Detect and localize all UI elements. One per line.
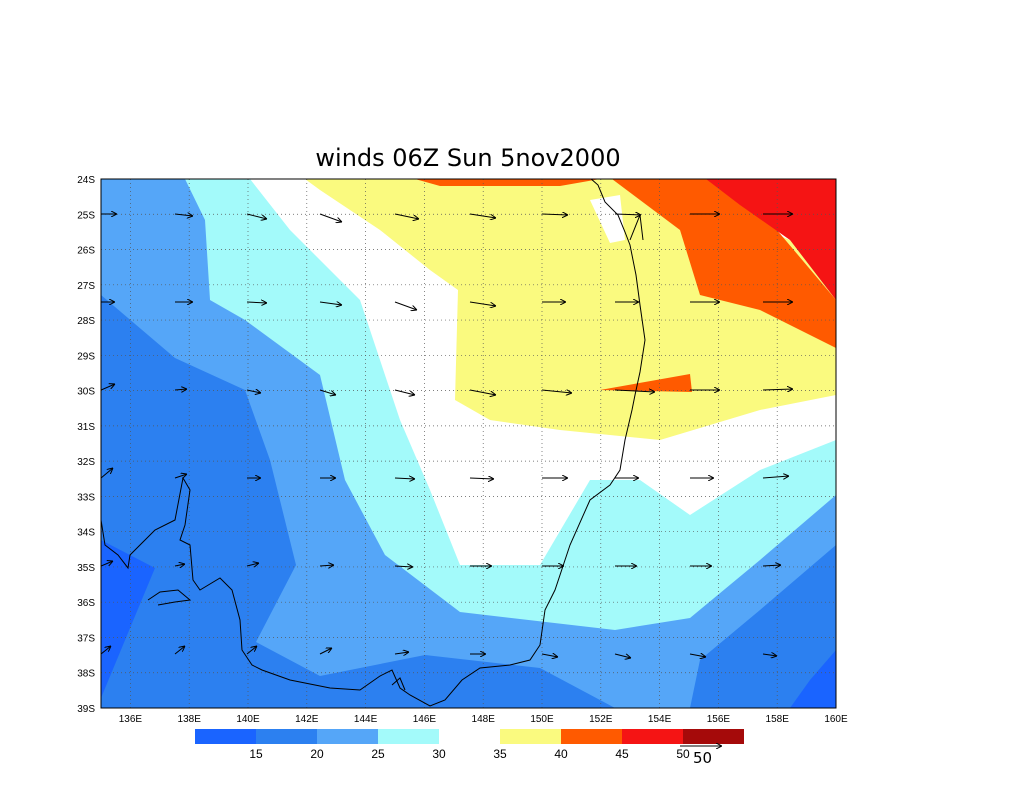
colorbar-label: 15: [249, 747, 263, 761]
colorbar-swatch: [195, 729, 256, 744]
lat-tick-label: 36S: [77, 598, 95, 609]
wind-vector: [762, 565, 781, 566]
lon-tick-label: 152E: [589, 714, 613, 725]
lon-tick-label: 146E: [413, 714, 437, 725]
lat-tick-label: 39S: [77, 704, 95, 715]
map-frame: [100, 178, 837, 709]
wind-vector: [614, 390, 655, 392]
lat-tick-label: 26S: [77, 246, 95, 257]
wind-vector: [319, 213, 342, 222]
colorbar-swatch: [439, 729, 500, 744]
reference-vector: 50: [680, 746, 722, 767]
lat-tick-label: 33S: [77, 492, 95, 503]
colorbar-label: 45: [615, 747, 629, 761]
colorbar-swatch: [683, 729, 744, 744]
reference-vector-label: 50: [693, 749, 712, 767]
wind-vector: [762, 476, 789, 478]
wind-vectors: [101, 214, 793, 658]
lon-tick-label: 144E: [354, 714, 378, 725]
wind-vector: [394, 301, 417, 310]
lon-tick-label: 140E: [236, 714, 260, 725]
colorbar-label: 30: [432, 747, 446, 761]
wind-vector: [394, 478, 415, 479]
wind-vector: [614, 653, 631, 658]
lat-tick-label: 38S: [77, 669, 95, 680]
lat-tick-label: 31S: [77, 422, 95, 433]
lon-tick-label: 136E: [119, 714, 143, 725]
wind-vector: [319, 389, 336, 395]
wind-vector: [319, 302, 342, 305]
lat-tick-label: 28S: [77, 316, 95, 327]
colorbar-label: 50: [676, 747, 690, 761]
wind-vector: [101, 468, 113, 479]
wind-speed-field: [101, 179, 836, 708]
lat-tick-label: 35S: [77, 563, 95, 574]
wind-vector: [762, 389, 793, 390]
wind-vector: [541, 390, 572, 393]
wind-vector: [174, 389, 187, 390]
wind-vector: [174, 564, 185, 566]
lon-tick-label: 158E: [766, 714, 790, 725]
colorbar-swatch: [256, 729, 317, 744]
colorbar-swatch: [317, 729, 378, 744]
map-title: winds 06Z Sun 5nov2000: [315, 144, 620, 172]
wind-vector: [394, 389, 415, 395]
wind-vector: [394, 652, 409, 654]
wind-vector: [614, 214, 641, 215]
lon-tick-label: 148E: [472, 714, 496, 725]
colorbar-swatch: [378, 729, 439, 744]
wind-vector: [246, 390, 261, 393]
wind-vector: [246, 563, 259, 566]
lon-tick-label: 154E: [648, 714, 672, 725]
wind-vector: [319, 648, 332, 655]
lon-tick-label: 156E: [707, 714, 731, 725]
colorbar-swatch: [561, 729, 622, 744]
wind-vector: [174, 214, 193, 216]
wind-vector: [689, 654, 706, 657]
wind-vector: [541, 214, 568, 215]
lat-tick-label: 29S: [77, 351, 95, 362]
colorbar-label: 35: [493, 747, 507, 761]
lat-tick-label: 25S: [77, 210, 95, 221]
wind-vector: [319, 565, 334, 566]
wind-vector: [174, 646, 185, 655]
wind-vector: [469, 389, 496, 395]
colorbar-swatch: [500, 729, 561, 744]
colorbar-label: 20: [310, 747, 324, 761]
latitude-labels: 24S 25S 26S 27S 28S 29S 30S 31S 32S 33S 34S 35S 36S 3…: [77, 175, 95, 715]
longitude-labels: 136E 138E 140E 142E 144E 146E 148E 150E 152E 154E…: [119, 714, 848, 725]
colorbar-swatch: [622, 729, 683, 744]
wind-vector: [762, 654, 777, 656]
lat-tick-label: 34S: [77, 528, 95, 539]
wind-vector: [394, 213, 419, 219]
colorbar: 15 20 25 30 35 40 45 50: [195, 729, 744, 761]
colorbar-label: 40: [554, 747, 568, 761]
wind-vector: [541, 654, 558, 657]
wind-vector: [246, 302, 267, 303]
lon-tick-label: 142E: [295, 714, 319, 725]
wind-vector: [246, 213, 267, 219]
lat-lon-grid: [101, 179, 836, 708]
lat-tick-label: 30S: [77, 387, 95, 398]
wind-vector: [174, 474, 187, 478]
lat-tick-label: 24S: [77, 175, 95, 186]
wind-vector: [246, 646, 257, 655]
wind-vector: [101, 561, 113, 567]
wind-vector: [469, 301, 496, 306]
wind-vector: [101, 384, 115, 391]
wind-vector: [469, 478, 494, 479]
wind-vector: [394, 566, 413, 567]
lon-tick-label: 160E: [824, 714, 848, 725]
lat-tick-label: 27S: [77, 281, 95, 292]
wind-vector: [469, 213, 496, 218]
lat-tick-label: 37S: [77, 633, 95, 644]
lon-tick-label: 138E: [178, 714, 202, 725]
lat-tick-label: 32S: [77, 457, 95, 468]
colorbar-label: 25: [371, 747, 385, 761]
wind-vector: [101, 646, 111, 655]
lon-tick-label: 150E: [530, 714, 554, 725]
